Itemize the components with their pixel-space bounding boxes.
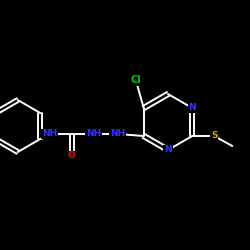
Text: O: O [68,152,76,160]
Text: NH: NH [86,130,102,138]
Text: N: N [164,146,172,154]
Text: Cl: Cl [130,75,141,85]
Text: NH: NH [42,130,58,138]
Text: NH: NH [110,130,126,138]
Text: S: S [211,132,218,140]
Text: N: N [188,104,196,112]
